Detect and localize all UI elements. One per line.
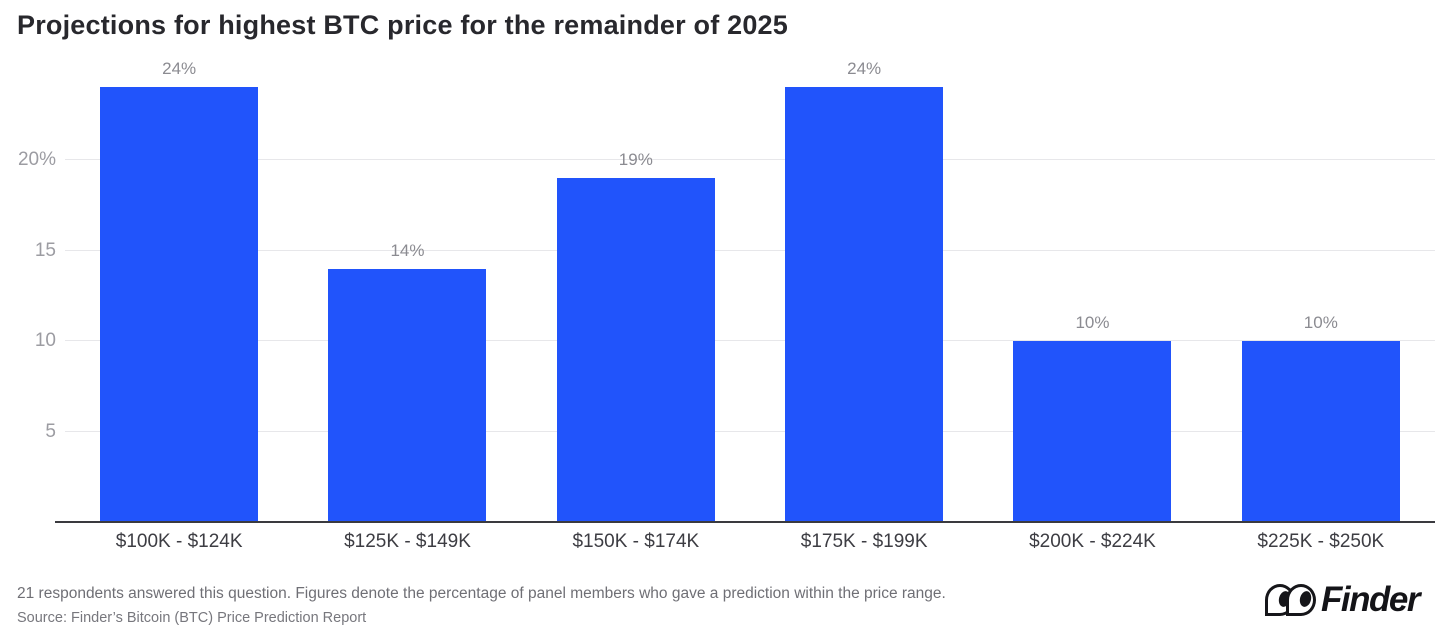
bar: [556, 177, 715, 523]
bar: [785, 87, 944, 523]
bar-value-label: 19%: [618, 149, 653, 169]
bar: [1013, 341, 1172, 523]
x-axis-category-label: $100K - $124K: [115, 531, 243, 552]
finder-logo: Finder: [1265, 580, 1420, 620]
y-axis: 5 10 15 20%: [0, 69, 56, 523]
bar-slot: 10%: [978, 69, 1206, 523]
finder-logo-text: Finder: [1321, 580, 1420, 619]
bar-series: 24% 14% 19% 24% 10% 10%: [65, 59, 1435, 523]
x-axis-category-label: $175K - $199K: [800, 531, 928, 552]
footer-source: Source: Finder’s Bitcoin (BTC) Price Pre…: [17, 610, 367, 626]
finder-pupil-icon: [1298, 589, 1313, 609]
footer-note: 21 respondents answered this question. F…: [17, 585, 946, 602]
bar-value-label: 24%: [847, 59, 882, 79]
x-axis-labels: $100K - $124K $125K - $149K $150K - $174K $…: [65, 531, 1435, 553]
x-axis-category-label: $225K - $250K: [1257, 531, 1385, 552]
bar: [100, 87, 259, 523]
bar-value-label: 24%: [162, 59, 197, 79]
finder-eye-right-icon: [1286, 584, 1317, 616]
y-axis-tick-label: 15: [34, 239, 56, 261]
bar-slot: 14%: [293, 69, 521, 523]
bar: [1241, 341, 1400, 523]
x-axis-line: [55, 521, 1435, 523]
bar-slot: 10%: [1207, 69, 1435, 523]
bar-chart-plot-area: 24% 14% 19% 24% 10% 10%: [65, 59, 1435, 523]
gridline: [65, 431, 1435, 433]
bar-value-label: 10%: [1303, 313, 1338, 333]
gridline: [65, 249, 1435, 251]
bar-value-label: 10%: [1075, 313, 1110, 333]
gridline: [65, 340, 1435, 342]
y-axis-tick-label: 5: [45, 421, 56, 443]
bar-slot: 24%: [65, 59, 293, 523]
bar: [328, 268, 487, 523]
chart-title: Projections for highest BTC price for th…: [17, 10, 788, 40]
bar-slot: 24%: [750, 59, 978, 523]
bar-slot: 19%: [522, 69, 750, 523]
x-axis-category-label: $125K - $149K: [344, 531, 471, 552]
gridline: [65, 158, 1435, 160]
x-axis-category-label: $200K - $224K: [1029, 531, 1156, 552]
y-axis-tick-label: 20%: [17, 148, 56, 170]
finder-eyes-icon: [1265, 584, 1317, 616]
x-axis-category-label: $150K - $174K: [572, 531, 700, 552]
y-axis-tick-label: 10: [34, 330, 56, 352]
bar-value-label: 14%: [390, 240, 425, 260]
